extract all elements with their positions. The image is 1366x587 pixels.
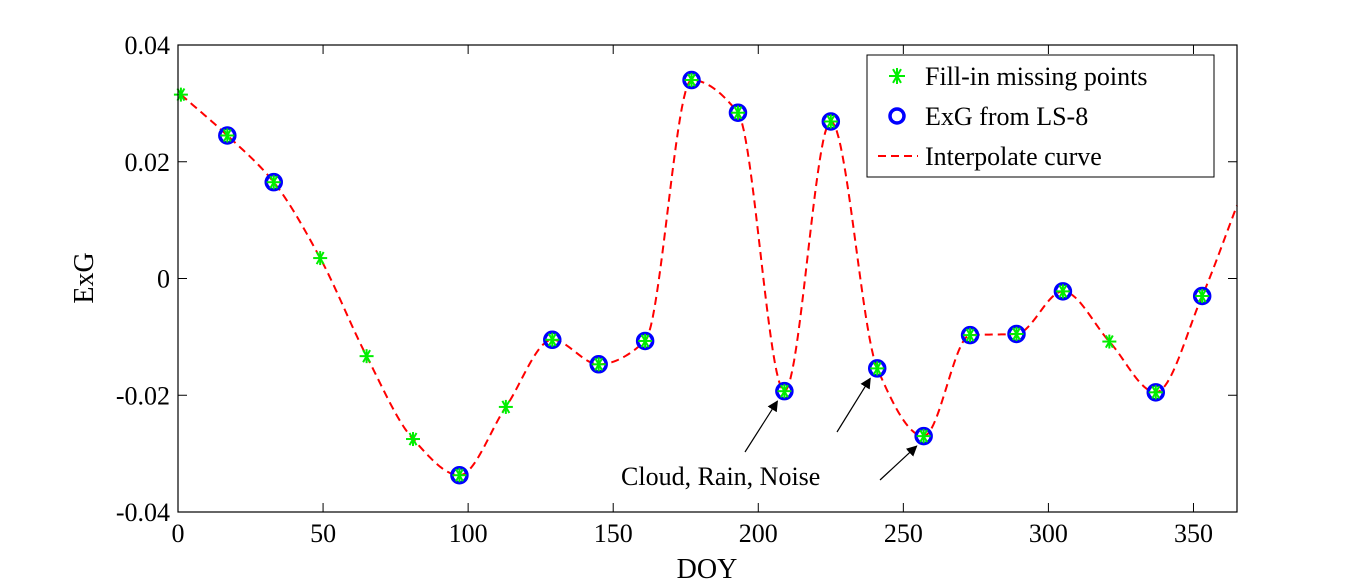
ls8-points-layer (218, 70, 1212, 485)
ls8-point (1192, 286, 1212, 306)
fill-in-point (220, 128, 235, 143)
ls8-point (264, 172, 283, 192)
ls8-point (728, 103, 748, 122)
ls8-point (1146, 383, 1166, 402)
x-axis-title: DOY (677, 554, 738, 585)
fill-in-point (916, 429, 931, 444)
fill-in-point (1055, 284, 1070, 299)
ls8-point (635, 331, 655, 351)
y-tick-label: -0.04 (116, 498, 170, 527)
legend: Fill-in missing points ExG from LS-8 Int… (866, 54, 1215, 178)
axes-layer: 0 50 100 150 200 250 300 350 -0.04 -0.02 0 0.02 0.04 (116, 31, 1237, 548)
ls8-point (960, 325, 980, 345)
fill-in-point (777, 384, 792, 399)
legend-asterisk-glyph (889, 68, 905, 84)
annotation-text: Cloud, Rain, Noise (621, 462, 820, 491)
fill-in-point (823, 114, 838, 129)
fill-in-point (638, 333, 653, 348)
fill-in-point (545, 332, 560, 347)
ls8-point (589, 355, 608, 374)
y-tick-label: 0 (157, 265, 170, 294)
fill-in-point (359, 349, 374, 364)
y-tick-label: 0.04 (125, 31, 171, 60)
x-tick-label: 100 (449, 519, 488, 548)
legend-asterisk-icon (889, 68, 905, 84)
fill-in-point (730, 105, 745, 120)
x-tick-label: 0 (172, 519, 185, 548)
ls8-point (543, 330, 562, 350)
legend-circle-icon (888, 107, 906, 125)
annotation-arrow (836, 377, 871, 433)
ls8-point (914, 426, 933, 446)
y-tick-label: 0.02 (125, 148, 171, 177)
ls8-point (1007, 324, 1026, 344)
ls8-point (682, 70, 701, 90)
ls8-point (1053, 282, 1073, 301)
x-tick-label: 350 (1174, 519, 1213, 548)
ls8-point (821, 112, 841, 131)
fill-in-point (452, 468, 467, 483)
fill-in-point (963, 328, 978, 343)
legend-box (866, 54, 1215, 178)
annotation-layer: Cloud, Rain, Noise (621, 377, 918, 491)
ls8-point (450, 465, 469, 485)
annotation-arrow (879, 445, 918, 481)
fill-in-point (684, 73, 699, 88)
fill-in-point (1009, 326, 1024, 341)
ls8-point (218, 126, 237, 145)
legend-label-ls8: ExG from LS-8 (925, 102, 1088, 131)
x-tick-label: 300 (1029, 519, 1068, 548)
fill-in-point (1102, 334, 1117, 349)
fill-in-point (498, 399, 513, 414)
fill-in-point (591, 357, 606, 372)
x-tick-label: 200 (739, 519, 778, 548)
fill-in-point (1148, 385, 1163, 400)
x-tick-label: 250 (884, 519, 923, 548)
x-tick-label: 150 (594, 519, 633, 548)
fill-in-point (313, 251, 328, 266)
legend-label-curve: Interpolate curve (925, 142, 1102, 171)
ls8-point (867, 359, 887, 378)
annotation-arrow (744, 400, 778, 453)
legend-label-fill-in: Fill-in missing points (925, 62, 1148, 91)
fill-in-point (406, 432, 421, 447)
x-tick-label: 50 (310, 519, 336, 548)
y-tick-label: -0.02 (116, 381, 170, 410)
fill-in-point (266, 175, 281, 190)
fill-in-points-layer (173, 73, 1210, 483)
fill-in-point (870, 361, 885, 376)
fill-in-point (1195, 289, 1210, 304)
ls8-point (775, 381, 794, 401)
y-axis-title: ExG (69, 252, 100, 303)
